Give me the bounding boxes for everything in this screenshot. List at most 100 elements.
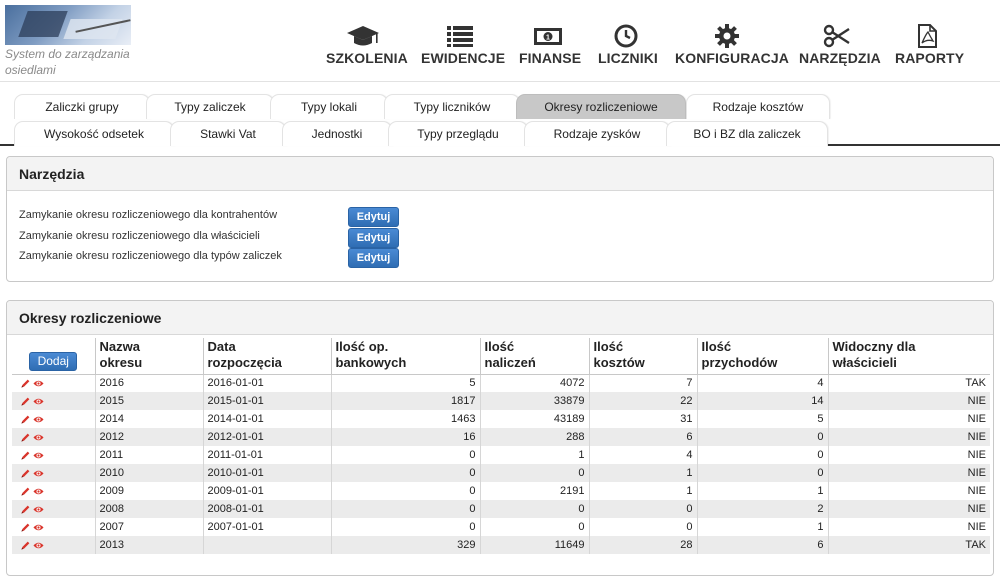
tool-label-advance-types: Zamykanie okresu rozliczeniowego dla typ… xyxy=(19,250,282,262)
cell-name: 2016 xyxy=(94,374,203,392)
edit-contractors-button[interactable]: Edytuj xyxy=(348,207,399,227)
column-header-costs[interactable]: Ilość kosztów xyxy=(588,338,697,375)
menu-liczniki[interactable]: LICZNIKI xyxy=(598,24,658,74)
cell-start-date: 2011-01-01 xyxy=(202,446,331,464)
table-row[interactable]: 2015 2015-01-01 1817 33879 22 14 NIE xyxy=(12,392,990,410)
app-subtitle-line1: System do zarządzania xyxy=(5,47,130,61)
table-row[interactable]: 2012 2012-01-01 16 288 6 0 NIE xyxy=(12,428,990,446)
tab-bo-bz-zaliczek[interactable]: BO i BZ dla zaliczek xyxy=(666,121,828,146)
view-eye-icon[interactable] xyxy=(33,522,44,533)
menu-szkolenia[interactable]: SZKOLENIA xyxy=(326,24,408,74)
tab-wysokosc-odsetek[interactable]: Wysokość odsetek xyxy=(14,121,174,146)
cell-costs: 1 xyxy=(588,464,697,482)
table-row[interactable]: 2008 2008-01-01 0 0 0 2 NIE xyxy=(12,500,990,518)
column-header-income[interactable]: Ilość przychodów xyxy=(696,338,828,375)
cell-start-date: 2015-01-01 xyxy=(202,392,331,410)
table-row[interactable]: 2011 2011-01-01 0 1 4 0 NIE xyxy=(12,446,990,464)
cell-visible: NIE xyxy=(827,428,990,446)
menu-konfiguracja[interactable]: KONFIGURACJA xyxy=(675,24,789,74)
column-header-visible-owners[interactable]: Widoczny dla właścicieli xyxy=(827,338,990,375)
menu-label: EWIDENCJE xyxy=(421,50,506,66)
table-row[interactable]: 2014 2014-01-01 1463 43189 31 5 NIE xyxy=(12,410,990,428)
app-header: System do zarządzania osiedlami SZKOLENI… xyxy=(0,0,1000,82)
menu-ewidencje[interactable]: EWIDENCJE xyxy=(421,24,506,74)
cell-name: 2010 xyxy=(94,464,203,482)
table-row[interactable]: 2007 2007-01-01 0 0 0 1 NIE xyxy=(12,518,990,536)
menu-finanse[interactable]: 1 FINANSE xyxy=(519,24,581,74)
tab-typy-lokali[interactable]: Typy lokali xyxy=(270,94,388,119)
tab-rodzaje-kosztow[interactable]: Rodzaje kosztów xyxy=(686,94,830,119)
row-actions xyxy=(12,536,95,554)
edit-pencil-icon[interactable] xyxy=(20,450,31,461)
view-eye-icon[interactable] xyxy=(33,450,44,461)
cell-income: 14 xyxy=(696,392,828,410)
edit-pencil-icon[interactable] xyxy=(20,378,31,389)
cell-start-date: 2012-01-01 xyxy=(202,428,331,446)
edit-pencil-icon[interactable] xyxy=(20,540,31,551)
column-header-bank-ops[interactable]: Ilość op. bankowych xyxy=(330,338,480,375)
cell-income: 0 xyxy=(696,428,828,446)
tab-typy-przegladu[interactable]: Typy przeglądu xyxy=(388,121,528,146)
view-eye-icon[interactable] xyxy=(33,396,44,407)
cell-name: 2015 xyxy=(94,392,203,410)
edit-owners-button[interactable]: Edytuj xyxy=(348,228,399,248)
edit-pencil-icon[interactable] xyxy=(20,468,31,479)
tab-okresy-rozliczeniowe[interactable]: Okresy rozliczeniowe xyxy=(516,94,686,119)
cell-costs: 4 xyxy=(588,446,697,464)
logo-image[interactable] xyxy=(5,5,131,45)
view-eye-icon[interactable] xyxy=(33,504,44,515)
table-row[interactable]: 2010 2010-01-01 0 0 1 0 NIE xyxy=(12,464,990,482)
edit-pencil-icon[interactable] xyxy=(20,522,31,533)
cell-start-date: 2007-01-01 xyxy=(202,518,331,536)
view-eye-icon[interactable] xyxy=(33,432,44,443)
edit-pencil-icon[interactable] xyxy=(20,504,31,515)
cell-income: 5 xyxy=(696,410,828,428)
cell-name: 2007 xyxy=(94,518,203,536)
app-subtitle: System do zarządzania osiedlami xyxy=(5,46,155,78)
table-header-row: Dodaj Nazwa okresu Data rozpoczęcia Ilość … xyxy=(12,338,990,375)
cell-charges: 4072 xyxy=(479,374,589,392)
view-eye-icon[interactable] xyxy=(33,378,44,389)
menu-label: KONFIGURACJA xyxy=(675,50,789,66)
edit-pencil-icon[interactable] xyxy=(20,486,31,497)
add-period-button[interactable]: Dodaj xyxy=(29,351,78,371)
cell-visible: NIE xyxy=(827,464,990,482)
tab-typy-zaliczek[interactable]: Typy zaliczek xyxy=(146,94,274,119)
cell-bank-ops: 1817 xyxy=(330,392,480,410)
view-eye-icon[interactable] xyxy=(33,468,44,479)
edit-pencil-icon[interactable] xyxy=(20,414,31,425)
cell-bank-ops: 16 xyxy=(330,428,480,446)
table-row[interactable]: 2009 2009-01-01 0 2191 1 1 NIE xyxy=(12,482,990,500)
view-eye-icon[interactable] xyxy=(33,486,44,497)
tools-panel-title: Narzędzia xyxy=(7,157,993,191)
tab-stawki-vat[interactable]: Stawki Vat xyxy=(170,121,286,146)
column-header-charges[interactable]: Ilość naliczeń xyxy=(479,338,589,375)
tab-rodzaje-zyskow[interactable]: Rodzaje zysków xyxy=(524,121,670,146)
cell-costs: 28 xyxy=(588,536,697,554)
edit-pencil-icon[interactable] xyxy=(20,396,31,407)
cell-costs: 31 xyxy=(588,410,697,428)
view-eye-icon[interactable] xyxy=(33,414,44,425)
periods-table: Dodaj Nazwa okresu Data rozpoczęcia Ilość … xyxy=(12,338,990,554)
cell-income: 2 xyxy=(696,500,828,518)
cell-charges: 0 xyxy=(479,518,589,536)
row-actions xyxy=(12,464,95,482)
clock-icon xyxy=(614,24,638,48)
table-row[interactable]: 2013 329 11649 28 6 TAK xyxy=(12,536,990,554)
cell-visible: TAK xyxy=(827,374,990,392)
cell-charges: 11649 xyxy=(479,536,589,554)
menu-narzedzia[interactable]: NARZĘDZIA xyxy=(799,24,881,74)
tab-typy-licznikow[interactable]: Typy liczników xyxy=(384,94,520,119)
column-header-name[interactable]: Nazwa okresu xyxy=(94,338,203,375)
tab-jednostki[interactable]: Jednostki xyxy=(282,121,392,146)
row-actions xyxy=(12,392,95,410)
menu-raporty[interactable]: RAPORTY xyxy=(895,24,964,74)
table-row[interactable]: 2016 2016-01-01 5 4072 7 4 TAK xyxy=(12,374,990,392)
cell-costs: 6 xyxy=(588,428,697,446)
edit-advance-types-button[interactable]: Edytuj xyxy=(348,248,399,268)
column-header-start-date[interactable]: Data rozpoczęcia xyxy=(202,338,331,375)
money-icon: 1 xyxy=(534,28,562,45)
tab-zaliczki-grupy[interactable]: Zaliczki grupy xyxy=(14,94,150,119)
view-eye-icon[interactable] xyxy=(33,540,44,551)
edit-pencil-icon[interactable] xyxy=(20,432,31,443)
